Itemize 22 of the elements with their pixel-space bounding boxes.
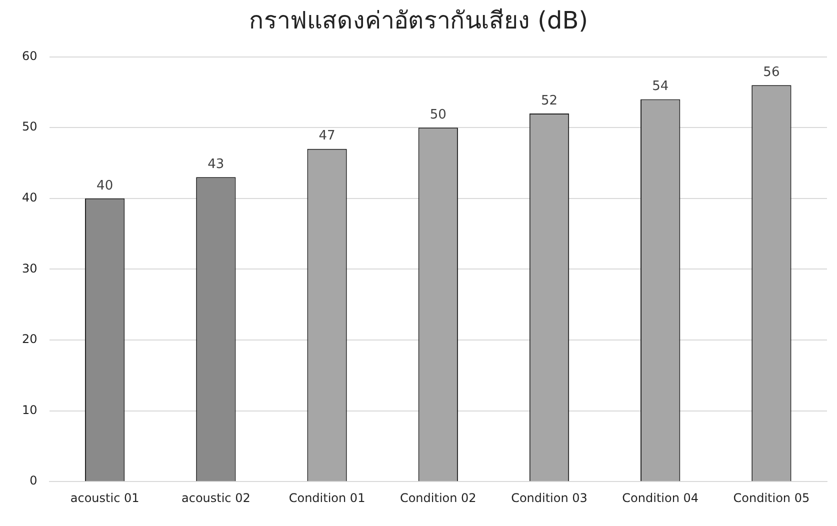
y-tick-label: 60 — [22, 48, 38, 63]
x-tick-label: Condition 04 — [622, 490, 699, 505]
data-label: 43 — [208, 157, 224, 172]
data-label: 47 — [318, 128, 336, 144]
chart-title: กราฟแสดงค่าอัตรากันเสียง (dB) — [248, 6, 588, 35]
x-tick-label: acoustic 01 — [70, 490, 140, 505]
data-label: 54 — [652, 79, 669, 94]
x-tick-label: Condition 05 — [733, 490, 810, 505]
x-tick-label: Condition 01 — [288, 490, 366, 505]
y-tick-label: 30 — [22, 261, 38, 276]
data-label: 52 — [540, 93, 558, 108]
x-tick-label: Condition 03 — [511, 490, 588, 505]
data-label: 50 — [430, 107, 446, 122]
y-tick-label: 10 — [22, 402, 38, 417]
y-tick-label: 20 — [22, 332, 38, 346]
y-tick-label: 0 — [30, 474, 38, 488]
x-tick-label: acoustic 02 — [181, 490, 250, 505]
data-label: 40 — [96, 178, 114, 194]
y-tick-label: 40 — [22, 190, 38, 205]
y-tick-label: 50 — [22, 120, 38, 134]
x-tick-label: Condition 02 — [400, 490, 476, 505]
data-label: 56 — [763, 64, 780, 80]
